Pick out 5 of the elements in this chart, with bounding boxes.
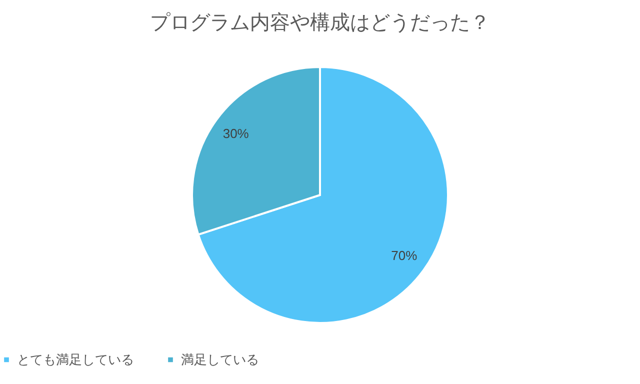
data-label: 30% — [222, 126, 250, 141]
chart-title: プログラム内容や構成はどうだった？ — [150, 12, 490, 34]
data-label: 70% — [391, 248, 418, 264]
legend-label: 満足している — [181, 352, 259, 367]
legend-label: とても満足している — [17, 352, 134, 367]
